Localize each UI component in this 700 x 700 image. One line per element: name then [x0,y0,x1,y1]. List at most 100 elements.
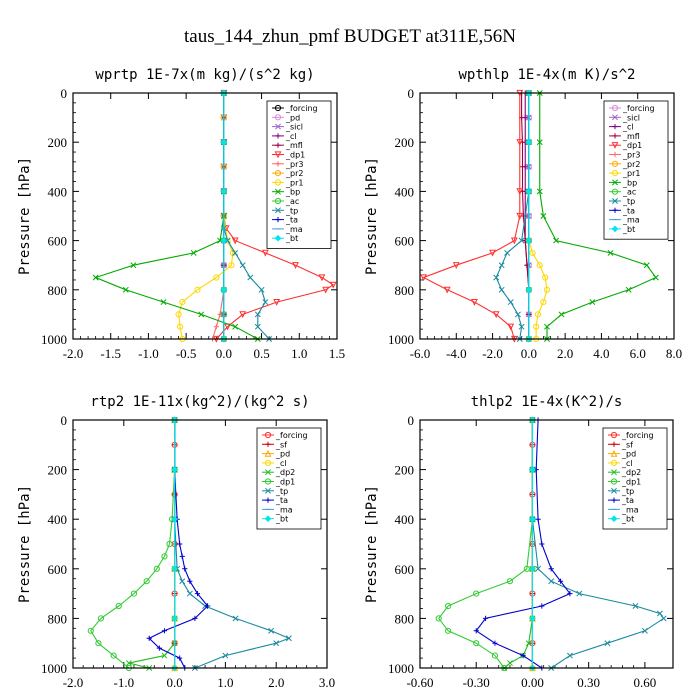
data-point [498,286,505,293]
y-tick-label: 1000 [41,332,67,347]
data-point [535,565,542,572]
data-point [625,286,632,293]
legend: _forcing_sf_pd_cl_dp2_dp1_tp_ta_ma_bt [256,427,322,530]
data-point [187,578,193,584]
y-axis-label: Pressure [hPa] [17,157,33,275]
legend-label: _dp1 [275,478,295,487]
data-point [435,615,442,622]
data-point [220,237,228,244]
y-tick-label: 400 [48,184,68,199]
data-point [567,591,573,597]
data-point [420,274,428,282]
data-point [529,615,536,622]
data-point [87,627,94,634]
legend-label: _forcing [621,431,654,440]
figure-title: taus_144_zhun_pmf BUDGET at311E,56N [184,26,516,47]
data-point [156,645,162,651]
legend-marker [265,441,271,447]
data-point [518,323,525,330]
series-dp1 [87,416,178,672]
legend-marker [611,188,619,195]
data-point [660,615,667,622]
legend-label: _cl [275,459,287,468]
data-point [292,262,299,269]
data-point [153,565,160,572]
legend-label: _forcing [275,431,308,440]
legend-marker [274,197,282,205]
legend-marker [612,114,618,121]
data-point [491,652,499,659]
y-tick-label: 0 [61,413,68,428]
data-point [261,249,269,257]
y-tick-label: 1000 [388,661,414,676]
legend-label: _ta [285,216,298,225]
chart-panel-4: thlp2 1E-4x(K^2)/s Pressure [hPa] -0.60 -0.… [364,394,674,690]
legend-marker [264,431,272,439]
data-point [143,578,150,585]
data-point [445,627,452,634]
series-bp [92,90,261,342]
series-dp1 [420,89,524,343]
legend-label: _ta [622,206,635,215]
data-point [548,578,555,585]
x-tick-label: 2.0 [268,675,284,690]
data-point [171,515,178,523]
data-point [589,299,596,306]
legend-marker [612,198,618,204]
y-tick-label: 600 [48,234,68,249]
legend-marker [274,114,282,121]
series-tp [220,90,273,342]
legend-label: _sicl [622,113,640,122]
legend-marker [274,170,282,177]
x-tick-label: 0.00 [521,675,544,690]
data-point [529,565,536,573]
data-point [177,323,184,330]
x-tick-label: -2.0 [63,675,84,690]
legend-label: _pr1 [622,169,640,178]
y-tick-label: 600 [395,562,415,577]
x-tick-label: -4.0 [446,346,467,361]
data-point [492,640,498,646]
data-point [198,311,205,318]
data-point [213,324,219,330]
data-point [92,274,99,281]
legend-label: _ma [275,505,293,514]
data-point [224,237,231,244]
legend-marker [275,123,281,130]
data-point [525,286,533,294]
data-point [322,286,330,294]
legend-marker [610,431,618,439]
x-tick-label: -1.0 [114,675,135,690]
legend-label: _bt [622,225,635,234]
x-tick-label: 1.0 [217,675,233,690]
data-point [576,590,583,597]
legend-marker [275,188,281,195]
data-point [232,615,239,622]
data-point [445,602,452,610]
legend-label: _dp2 [275,468,295,477]
data-point [525,640,532,647]
data-point [254,311,261,318]
data-point [231,237,239,245]
x-tick-label: 2.0 [557,346,573,361]
data-point [186,590,193,597]
legend-marker [610,478,618,485]
data-point [146,635,152,641]
data-point [452,262,460,269]
data-point [482,615,489,621]
data-point [232,249,239,256]
data-point [536,188,543,195]
x-tick-label: 0.30 [577,675,600,690]
data-point [529,515,536,523]
x-tick-label: 1.0 [291,346,307,361]
legend-marker [611,170,619,177]
legend-label: _bp [285,188,300,197]
y-tick-label: 800 [395,611,415,626]
legend-label: _cl [621,459,633,468]
legend-label: _bt [621,515,634,524]
series-dp1 [435,416,536,672]
legend-label: _forcing [622,104,655,113]
legend-label: _bt [275,515,288,524]
panel-title: wpthlp 1E-4x(m K)/s^2 [458,67,635,83]
data-point [525,237,533,244]
